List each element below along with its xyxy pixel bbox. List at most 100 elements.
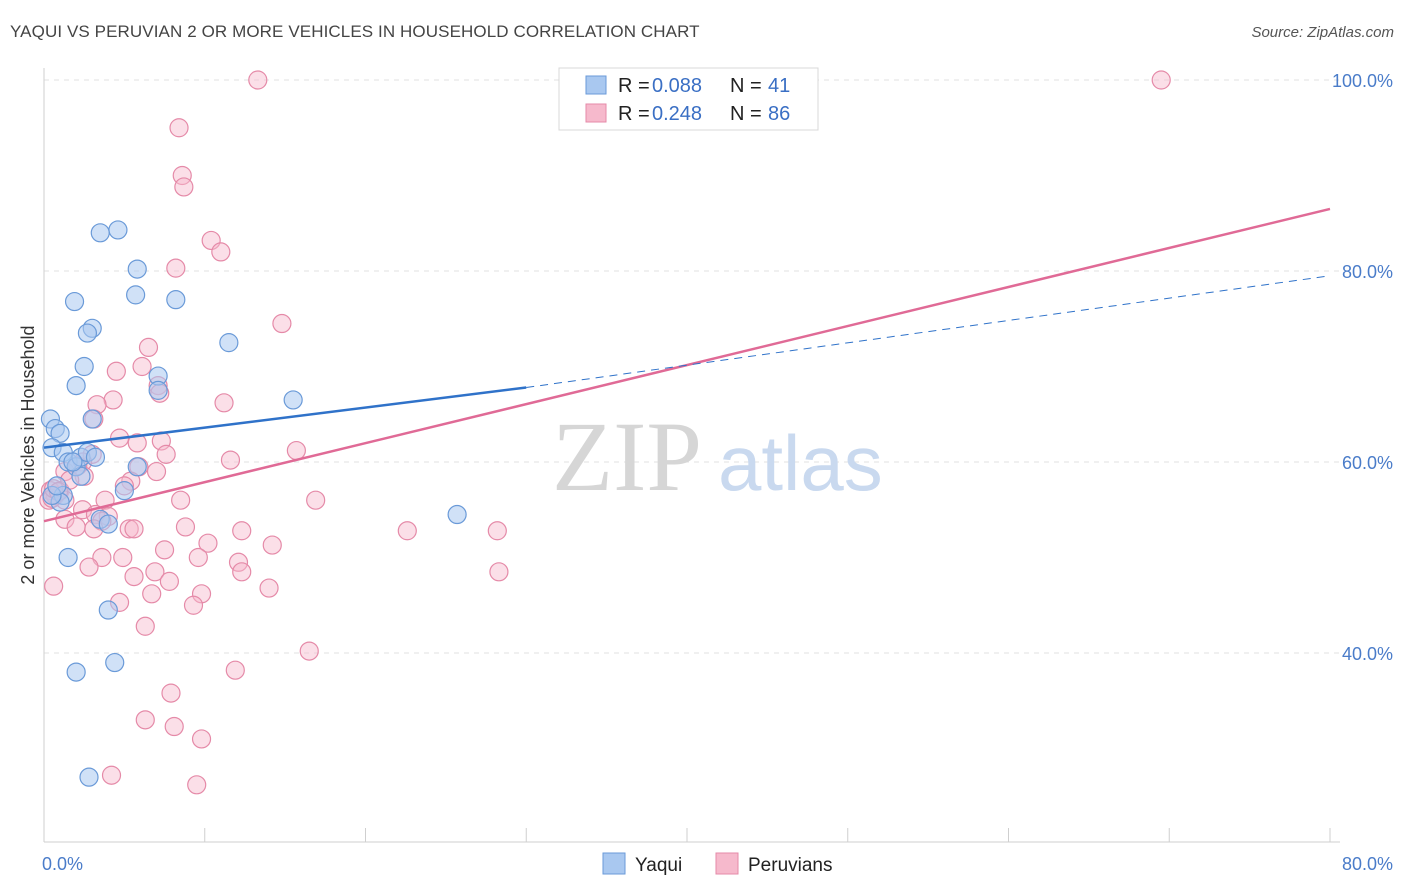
legend-box: R = 0.088 N = 41 R = 0.248 N = 86 (559, 68, 818, 130)
peruvians-point (170, 119, 188, 137)
yaqui-point (99, 515, 117, 533)
peruvians-point (125, 520, 143, 538)
peruvians-point (103, 766, 121, 784)
peruvians-point (490, 563, 508, 581)
yaqui-point (86, 448, 104, 466)
peruvians-point (189, 549, 207, 567)
bottom-legend-yaqui-swatch (603, 853, 625, 874)
peruvians-point (114, 549, 132, 567)
peruvians-point (215, 394, 233, 412)
legend-yaqui-n-label: N = (730, 75, 762, 97)
yaqui-point (149, 381, 167, 399)
peruvians-point (273, 315, 291, 333)
yaqui-point (106, 654, 124, 672)
yaqui-point (80, 768, 98, 786)
peruvians-point (233, 522, 251, 540)
peruvians-point (162, 684, 180, 702)
yaqui-point (67, 663, 85, 681)
yaqui-point (167, 291, 185, 309)
peruvians-point (157, 445, 175, 463)
watermark-zip: ZIP (552, 401, 702, 512)
peruvians-point (260, 579, 278, 597)
y-axis-title: 2 or more Vehicles in Household (18, 325, 38, 584)
bottom-legend: Yaqui Peruvians (603, 853, 833, 876)
yaqui-point (220, 334, 238, 352)
peruvians-point (212, 243, 230, 261)
legend-peru-r-value: 0.248 (652, 103, 702, 125)
yaqui-point (115, 482, 133, 500)
peruvians-point (139, 338, 157, 356)
bottom-legend-yaqui-label: Yaqui (635, 855, 682, 876)
peruvians-point (176, 518, 194, 536)
peruvians-point (184, 596, 202, 614)
peruvians-point (167, 259, 185, 277)
y-tick-label-40: 40.0% (1342, 644, 1393, 664)
peruvians-point (193, 730, 211, 748)
peruvians-point (307, 491, 325, 509)
peruvians-point (67, 518, 85, 536)
yaqui-point (83, 410, 101, 428)
legend-peru-swatch (586, 104, 606, 122)
y-tick-label-100: 100.0% (1332, 71, 1393, 91)
peruvians-point (45, 577, 63, 595)
peruvians-point (175, 178, 193, 196)
yaqui-point (128, 458, 146, 476)
yaqui-point (99, 601, 117, 619)
peruvians-point (104, 391, 122, 409)
peruvians-point (125, 568, 143, 586)
peruvians-point (488, 522, 506, 540)
y-tick-labels: 40.0% 60.0% 80.0% 100.0% (1332, 71, 1393, 664)
watermark-atlas: atlas (718, 419, 883, 507)
peruvians-point (156, 541, 174, 559)
yaqui-point (64, 453, 82, 471)
legend-peru-n-label: N = (730, 103, 762, 125)
y-tick-label-80: 80.0% (1342, 262, 1393, 282)
peruvians-point (226, 661, 244, 679)
peruvians-point (398, 522, 416, 540)
bottom-legend-peru-label: Peruvians (748, 855, 833, 876)
yaqui-point (109, 221, 127, 239)
peruvians-point (249, 71, 267, 89)
peruvians-point (300, 642, 318, 660)
peruvians-point (233, 563, 251, 581)
peruvians-point (1152, 71, 1170, 89)
yaqui-trend-extension (526, 276, 1330, 388)
watermark: ZIP atlas (552, 401, 883, 512)
yaqui-point (448, 506, 466, 524)
peruvians-point (287, 442, 305, 460)
x-axis-ticks (44, 828, 1330, 842)
yaqui-point (91, 224, 109, 242)
legend-yaqui-r-label: R = (618, 75, 650, 97)
yaqui-point (75, 358, 93, 376)
y-tick-label-60: 60.0% (1342, 453, 1393, 473)
yaqui-point (128, 260, 146, 278)
legend-yaqui-swatch (586, 76, 606, 94)
yaqui-point (59, 549, 77, 567)
x-tick-label-0: 0.0% (42, 854, 83, 874)
peruvians-point (136, 617, 154, 635)
yaqui-point (284, 391, 302, 409)
peruvians-point (143, 585, 161, 603)
x-tick-label-80: 80.0% (1342, 854, 1393, 874)
yaqui-point (66, 293, 84, 311)
peruvians-point (136, 711, 154, 729)
legend-peru-n-value: 86 (768, 103, 790, 125)
yaqui-point (78, 324, 96, 342)
peruvians-point (80, 558, 98, 576)
bottom-legend-peru-swatch (716, 853, 738, 874)
legend-yaqui-r-value: 0.088 (652, 75, 702, 97)
yaqui-point (127, 286, 145, 304)
peruvians-point (188, 776, 206, 794)
peruvians-point (133, 358, 151, 376)
peruvians-point (172, 491, 190, 509)
legend-peru-r-label: R = (618, 103, 650, 125)
scatter-chart: ZIP atlas 40.0% 60.0% 80.0% 100.0% 0.0% 80.0… (0, 0, 1406, 892)
peruvians-point (263, 536, 281, 554)
peruvians-point (107, 362, 125, 380)
yaqui-point (67, 377, 85, 395)
yaqui-point (48, 477, 66, 495)
legend-yaqui-n-value: 41 (768, 75, 790, 97)
peruvians-point (165, 718, 183, 736)
peruvians-point (160, 572, 178, 590)
peruvians-point (148, 463, 166, 481)
